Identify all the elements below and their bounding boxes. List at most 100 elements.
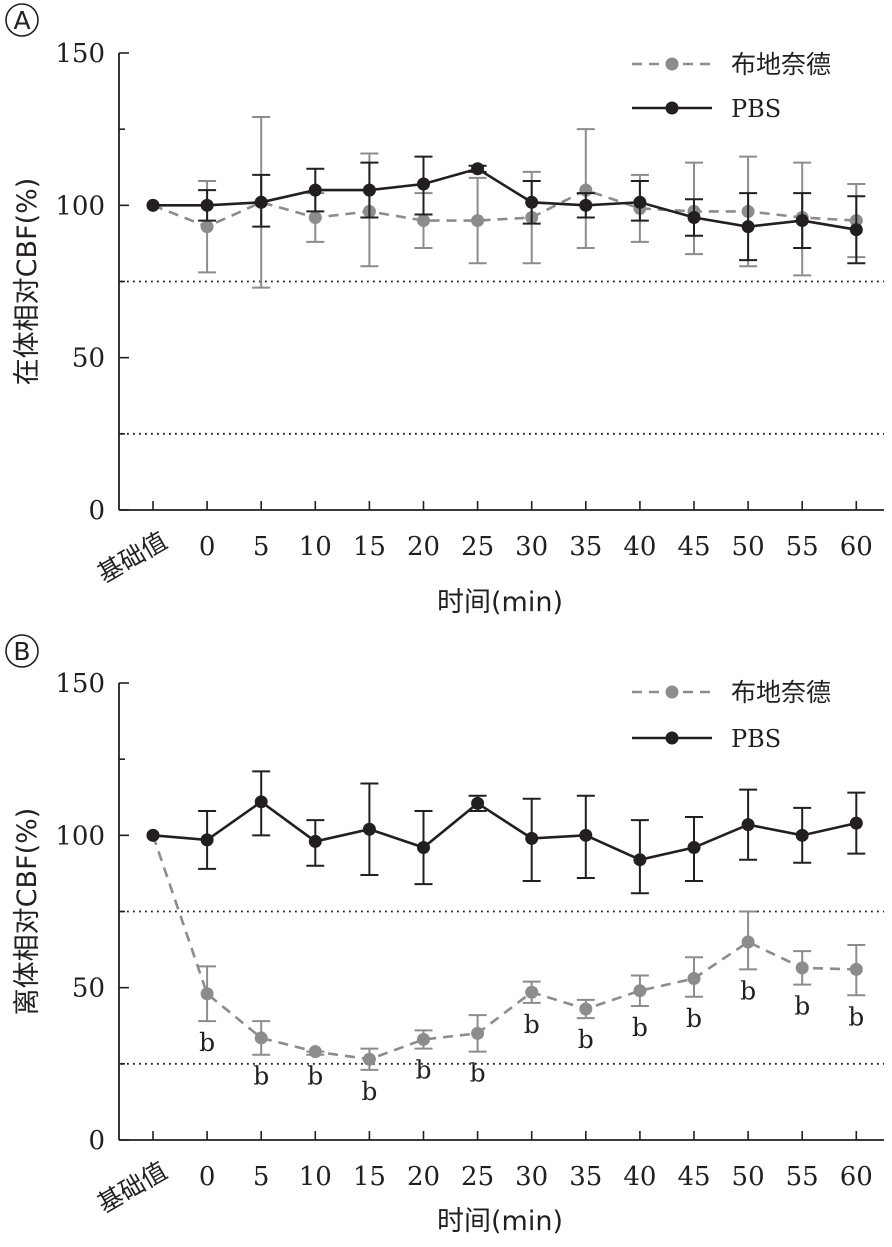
panel-b-pbs-point	[146, 828, 160, 842]
panel-b-significance-label: b	[794, 992, 810, 1021]
panel-a-budesonide-point	[471, 214, 485, 228]
panel-a-x-tick-label: 15	[353, 532, 386, 562]
panel-a-y-tick-label: 0	[88, 496, 105, 526]
panel-b-y-axis-title: 离体相对CBF(%)	[12, 808, 43, 1016]
panel-a-pbs-point	[849, 223, 863, 237]
panel-a-legend-pbs-swatch-marker	[665, 101, 679, 115]
panel-b-y-tick-label: 0	[88, 1126, 105, 1156]
panel-a-x-tick-label: 5	[253, 532, 270, 562]
panel-a-x-axis-title: 时间(min)	[437, 587, 563, 618]
panel-b-label-circle	[5, 634, 39, 668]
panel-a-pbs-point	[525, 195, 539, 209]
panel-b-pbs-point	[795, 828, 809, 842]
panel-b-x-tick-label: 30	[515, 1162, 548, 1192]
panel-a-x-tick-label: 60	[840, 532, 873, 562]
panel-b-significance-label: b	[524, 1010, 540, 1039]
panel-b-legend-budesonide-swatch-marker	[665, 685, 679, 699]
panel-b-budesonide-point	[795, 961, 809, 975]
panel-a-legend-budesonide-swatch-marker	[665, 57, 679, 71]
panel-a-pbs-point	[254, 195, 268, 209]
panel-b-x-axis-title: 时间(min)	[437, 1206, 563, 1237]
panel-a-legend-budesonide-label: 布地奈德	[731, 50, 831, 79]
panel-a-x-tick-label: 45	[677, 532, 710, 562]
panel-a-y-axis-title: 在体相对CBF(%)	[12, 178, 43, 386]
panel-a-budesonide-point	[308, 211, 322, 225]
panel-b-budesonide-point	[200, 987, 214, 1001]
panel-b-x-tick-label: 35	[569, 1162, 602, 1192]
panel-a-pbs-point	[633, 195, 647, 209]
panel-a-y-tick-label: 100	[55, 191, 105, 221]
panel-b-pbs-point	[362, 822, 376, 836]
panel-a-pbs-point	[579, 198, 593, 212]
panel-a-pbs-point	[417, 177, 430, 191]
panel-a-x-tick-label: 20	[407, 532, 440, 562]
panel-b-pbs-point	[200, 833, 214, 847]
panel-b-y-tick-label: 100	[55, 821, 105, 851]
panel-a-x-tick-label: 0	[199, 532, 216, 562]
panel-b-significance-label: b	[470, 1059, 486, 1088]
panel-b-budesonide-point	[362, 1052, 376, 1066]
panel-b-legend-pbs-swatch-marker	[665, 731, 679, 745]
panel-b-pbs-point	[471, 796, 485, 810]
panel-b-x-tick-label: 20	[407, 1162, 440, 1192]
panel-b-pbs-point	[525, 831, 539, 845]
panel-a-pbs-point	[795, 214, 809, 228]
panel-b-budesonide-point	[633, 984, 647, 998]
panel-a-pbs-point	[471, 162, 485, 176]
panel-a-budesonide-point	[417, 214, 430, 228]
panel-b-label: B	[13, 637, 30, 666]
panel-b-pbs-point	[633, 853, 647, 867]
panel-b-significance-label: b	[848, 1002, 864, 1031]
panel-b-significance-label: b	[199, 1028, 215, 1057]
panel-b-pbs-point	[687, 841, 701, 855]
panel-b-budesonide-point	[849, 962, 863, 976]
panel-b-x-tick-label: 60	[840, 1162, 873, 1192]
panel-b-significance-label: b	[415, 1056, 431, 1085]
panel-b-significance-label: b	[307, 1062, 323, 1091]
panel-b-significance-label: b	[740, 976, 756, 1005]
panel-b-pbs-point	[849, 816, 863, 830]
panel-a-x-tick-label: 35	[569, 532, 602, 562]
panel-b-x-tick-label: 15	[353, 1162, 386, 1192]
panel-a-y-tick-label: 50	[72, 344, 105, 374]
panel-b-x-tick-label: 0	[199, 1162, 216, 1192]
panel-b-budesonide-point	[254, 1031, 268, 1045]
panel-b-x-tick-label: 25	[461, 1162, 494, 1192]
panel-b-budesonide-point	[741, 935, 755, 949]
panel-b-significance-label: b	[632, 1013, 648, 1042]
panel-a-label: A	[13, 6, 30, 35]
panel-b-budesonide-point	[308, 1045, 322, 1059]
panel-a-pbs-point	[741, 220, 755, 234]
panel-b-x-tick-label: 45	[677, 1162, 710, 1192]
panel-b-pbs-point	[741, 818, 755, 832]
panel-b-x-tick-label: 基础值	[93, 1156, 172, 1219]
panel-b-budesonide-point	[471, 1026, 485, 1040]
panel-b-legend-pbs-label: PBS	[731, 725, 781, 753]
panel-a-x-tick-label: 基础值	[93, 526, 172, 589]
panel-b-y-tick-label: 150	[55, 669, 105, 699]
panel-a-pbs-point	[146, 198, 160, 212]
panel-a-pbs-point	[200, 198, 214, 212]
panel-b-y-tick-label: 50	[72, 974, 105, 1004]
panel-b-budesonide-point	[525, 985, 539, 999]
panel-b-pbs-point	[579, 828, 593, 842]
panel-b-x-tick-label: 55	[786, 1162, 819, 1192]
panel-b-budesonide-point	[579, 1002, 593, 1016]
panel-b-significance-label: b	[686, 1004, 702, 1033]
panel-b-budesonide-line	[151, 834, 857, 1061]
panel-a-pbs-point	[362, 183, 376, 197]
panel-b-pbs-point	[254, 795, 268, 809]
panel-a-budesonide-line	[152, 188, 857, 229]
panel-a-x-tick-label: 55	[786, 532, 819, 562]
panel-b-pbs-point	[308, 834, 322, 848]
panel-a-label-circle	[5, 3, 39, 37]
panel-a-pbs-point	[687, 211, 701, 225]
panel-b-pbs-line	[152, 800, 857, 862]
panel-b-x-tick-label: 10	[299, 1162, 332, 1192]
panel-a-pbs-point	[308, 183, 322, 197]
panel-a-x-tick-label: 40	[623, 532, 656, 562]
panel-a-x-tick-label: 30	[515, 532, 548, 562]
